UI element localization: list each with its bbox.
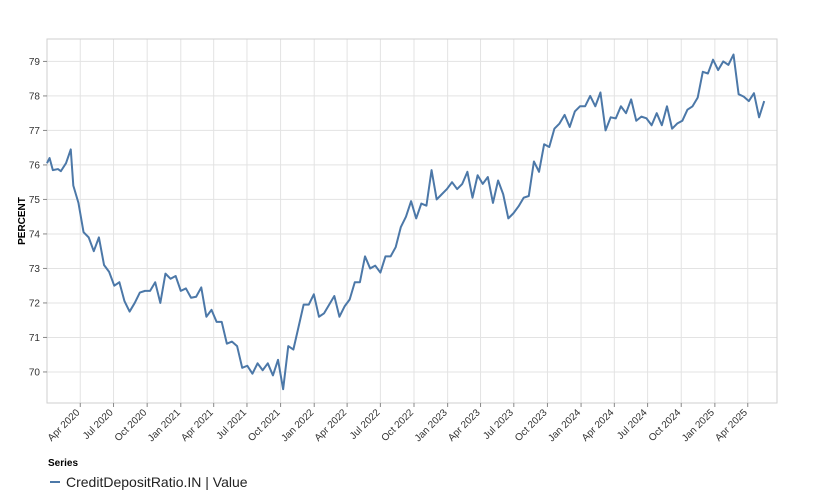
series-group xyxy=(46,53,766,391)
y-tick-label: 73 xyxy=(29,264,41,275)
x-tick-label: Jul 2022 xyxy=(348,407,383,442)
x-tick-label: Oct 2023 xyxy=(513,407,550,444)
x-tick-label: Jul 2023 xyxy=(481,407,516,442)
x-tick-label: Apr 2024 xyxy=(580,407,617,444)
plot-border xyxy=(46,38,778,404)
legend-title: Series xyxy=(48,458,79,469)
x-tick-label: Jul 2020 xyxy=(81,407,116,442)
x-tick-label: Apr 2021 xyxy=(179,407,216,444)
gridlines xyxy=(47,39,777,403)
x-tick-label: Oct 2022 xyxy=(380,407,417,444)
y-tick-label: 74 xyxy=(29,229,41,240)
x-tick-label: Oct 2020 xyxy=(113,407,150,444)
y-tick-label: 72 xyxy=(29,298,41,309)
y-tick-label: 79 xyxy=(29,57,41,68)
series-line xyxy=(46,53,766,391)
y-axis: 70 71 72 73 74 75 76 77 78 79 xyxy=(29,57,47,378)
x-tick-label: Jan 2022 xyxy=(279,407,316,444)
y-tick-label: 76 xyxy=(29,160,41,171)
x-tick-label: Apr 2023 xyxy=(446,407,483,444)
legend-label: CreditDepositRatio.IN | Value xyxy=(66,474,248,490)
y-tick-label: 75 xyxy=(29,195,41,206)
x-tick-label: Jan 2024 xyxy=(546,407,583,444)
x-tick-label: Oct 2024 xyxy=(647,407,684,444)
x-tick-label: Apr 2025 xyxy=(713,407,750,444)
x-tick-label: Jan 2025 xyxy=(680,407,717,444)
y-tick-label: 77 xyxy=(29,126,41,137)
plot-background xyxy=(47,39,777,403)
x-tick-label: Apr 2022 xyxy=(313,407,350,444)
legend-line-icon xyxy=(50,481,60,483)
legend-item[interactable]: CreditDepositRatio.IN | Value xyxy=(50,474,248,490)
x-tick-label: Jul 2024 xyxy=(615,407,650,442)
y-axis-label: PERCENT xyxy=(17,197,28,245)
x-tick-label: Jul 2021 xyxy=(215,407,250,442)
y-tick-label: 78 xyxy=(29,91,41,102)
x-tick-label: Jan 2021 xyxy=(146,407,183,444)
x-tick-label: Apr 2020 xyxy=(46,407,83,444)
x-tick-label: Oct 2021 xyxy=(246,407,283,444)
y-tick-label: 70 xyxy=(29,367,41,378)
x-tick-label: Jan 2023 xyxy=(413,407,450,444)
y-tick-label: 71 xyxy=(29,333,41,344)
